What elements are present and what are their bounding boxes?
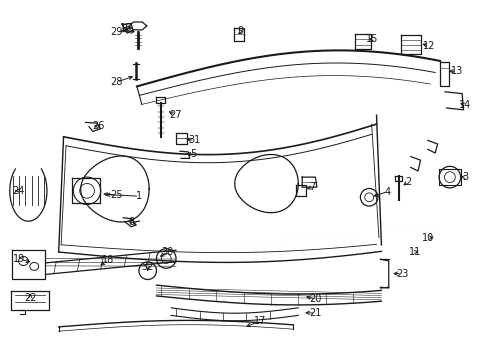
- Text: 23: 23: [395, 269, 407, 279]
- Text: 8: 8: [128, 217, 134, 228]
- Text: 30: 30: [161, 247, 173, 257]
- Text: 25: 25: [110, 190, 122, 200]
- Text: 7: 7: [308, 182, 314, 192]
- Text: 21: 21: [308, 308, 321, 318]
- Text: 6: 6: [122, 24, 127, 34]
- Text: 4: 4: [384, 186, 390, 197]
- Text: 28: 28: [110, 77, 122, 87]
- Text: 2: 2: [405, 177, 410, 187]
- Text: 26: 26: [92, 121, 105, 131]
- Text: 19: 19: [13, 254, 26, 264]
- Text: 27: 27: [168, 110, 181, 120]
- Text: 18: 18: [102, 255, 115, 265]
- Text: 24: 24: [12, 186, 25, 196]
- Text: 13: 13: [450, 66, 463, 76]
- Text: 3: 3: [462, 172, 468, 182]
- Text: 20: 20: [308, 294, 321, 304]
- Text: 16: 16: [120, 23, 132, 33]
- Text: 11: 11: [407, 247, 420, 257]
- Text: 29: 29: [110, 27, 122, 37]
- Text: 1: 1: [136, 191, 142, 201]
- Text: 12: 12: [422, 41, 435, 51]
- Text: 15: 15: [366, 34, 378, 44]
- Text: 32: 32: [141, 262, 154, 272]
- Text: 10: 10: [421, 233, 433, 243]
- Text: 17: 17: [253, 316, 266, 326]
- Text: 31: 31: [188, 135, 201, 145]
- Text: 9: 9: [237, 26, 243, 36]
- Text: 22: 22: [24, 293, 37, 303]
- Text: 14: 14: [458, 100, 471, 110]
- Text: 5: 5: [190, 149, 196, 159]
